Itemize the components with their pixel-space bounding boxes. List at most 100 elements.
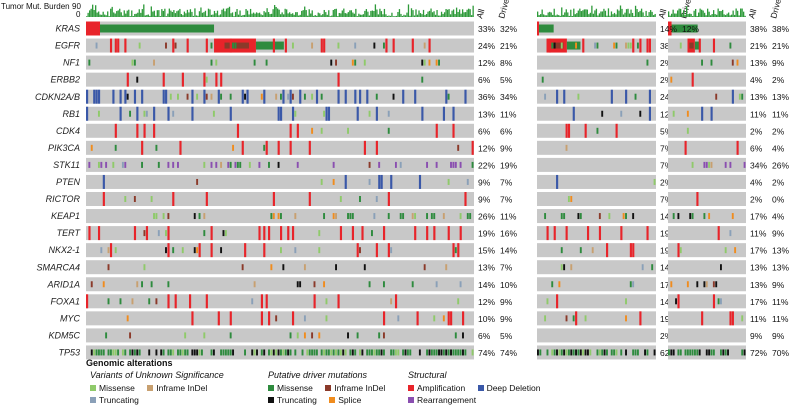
amplification-mark: [210, 243, 213, 258]
mutation-mark: [212, 110, 215, 117]
tmb-bar: [540, 14, 542, 17]
tmb-bar: [701, 9, 703, 17]
tmb-bar: [690, 13, 692, 17]
tmb-bar: [645, 10, 647, 17]
mutation-mark: [294, 110, 297, 117]
tmb-bar: [588, 14, 590, 17]
tmb-bar: [313, 15, 315, 17]
gene-label-pik3ca: PIK3CA: [48, 143, 80, 153]
tmb-bar: [177, 10, 180, 17]
tmb-bar: [96, 12, 98, 17]
mutation-mark: [457, 298, 460, 305]
legend-item-label: Inframe InDel: [334, 383, 386, 393]
mutation-mark: [155, 213, 158, 220]
tmb-bar: [189, 9, 192, 17]
amplification-mark: [339, 226, 343, 241]
mutation-mark: [272, 349, 275, 356]
legend-item-label: Missense: [99, 383, 135, 393]
pct-all-1: 12%: [478, 297, 495, 307]
tmb-bar: [98, 11, 100, 17]
mutation-mark: [696, 281, 699, 288]
mutation-mark: [102, 281, 105, 288]
deep-deletion-mark: [344, 89, 347, 104]
tmb-bar: [231, 12, 234, 17]
mutation-mark: [556, 349, 558, 356]
gene-label-tert: TERT: [57, 228, 82, 238]
pct-driver-3: 2%: [772, 75, 785, 85]
row-background: [537, 157, 656, 172]
amplification-mark: [447, 226, 450, 241]
mutation-mark: [349, 213, 352, 220]
mutation-mark: [373, 42, 376, 49]
mutation-mark: [280, 213, 282, 220]
mutation-mark: [670, 349, 673, 356]
pct-all-3: 6%: [750, 143, 763, 153]
tmb-bar: [613, 12, 616, 17]
tmb-bar: [373, 11, 375, 17]
row-background: [668, 89, 746, 104]
mutation-mark: [325, 298, 328, 305]
pct-all-1: 24%: [478, 41, 495, 51]
tmb-bar: [713, 10, 715, 17]
deep-deletion-mark: [86, 106, 89, 121]
pct-driver-1: 7%: [500, 195, 513, 205]
mutation-mark: [686, 281, 689, 288]
gene-label-kras: KRAS: [55, 24, 80, 34]
deep-deletion-mark: [414, 89, 417, 104]
tmb-bar: [612, 14, 614, 17]
mutation-mark: [565, 349, 568, 356]
amplification-mark: [268, 311, 271, 326]
pct-driver-3: 0%: [772, 195, 785, 205]
tmb-bar: [365, 9, 368, 17]
mutation-mark: [270, 213, 273, 220]
column-header-all-panel-2: All: [656, 8, 668, 20]
amplification-mark: [696, 192, 699, 206]
tmb-bar: [185, 13, 187, 17]
tmb-tick-min: 0: [76, 10, 81, 19]
tmb-bar: [564, 12, 566, 17]
mutation-mark: [306, 349, 309, 356]
mutation-mark: [210, 59, 213, 66]
mutation-mark: [546, 298, 549, 305]
mutation-mark: [601, 349, 604, 356]
tmb-bar: [610, 11, 613, 17]
amplification-mark: [629, 243, 632, 258]
mutation-mark: [572, 349, 575, 356]
mutation-mark: [186, 93, 189, 100]
tmb-bar: [591, 5, 593, 18]
tmb-bar: [696, 15, 698, 17]
amplification-mark: [313, 294, 316, 309]
mutation-mark: [220, 247, 223, 254]
tmb-bar: [221, 9, 223, 17]
mutation-mark: [632, 213, 635, 220]
mutation-mark: [743, 349, 746, 356]
deep-deletion-mark: [359, 89, 362, 104]
tmb-bar: [170, 10, 172, 17]
mutation-mark: [368, 161, 371, 168]
mutation-mark: [210, 349, 213, 356]
tmb-bar: [737, 10, 739, 17]
mutation-mark: [646, 59, 649, 66]
tmb-bar: [627, 8, 629, 17]
mutation-mark: [88, 59, 91, 66]
tmb-bar: [445, 9, 447, 17]
mutation-mark: [311, 42, 314, 49]
tmb-bar: [728, 12, 730, 17]
tmb-bar: [470, 15, 473, 17]
mutation-mark: [117, 349, 120, 356]
pct-driver-1: 5%: [500, 331, 513, 341]
mutation-mark: [335, 59, 338, 66]
mutation-mark: [227, 349, 230, 356]
mutation-mark: [220, 161, 223, 168]
tmb-bar: [674, 13, 676, 17]
mutation-mark: [729, 42, 732, 49]
mutation-mark: [708, 349, 711, 356]
tmb-bar: [589, 12, 592, 17]
tmb-bar: [625, 9, 628, 17]
mutation-mark: [608, 213, 611, 220]
mutation-mark: [558, 349, 561, 356]
mutation-mark: [375, 196, 378, 202]
gene-label-keap1: KEAP1: [51, 211, 80, 221]
tmb-bar: [434, 14, 437, 17]
amplification-mark: [308, 140, 311, 155]
